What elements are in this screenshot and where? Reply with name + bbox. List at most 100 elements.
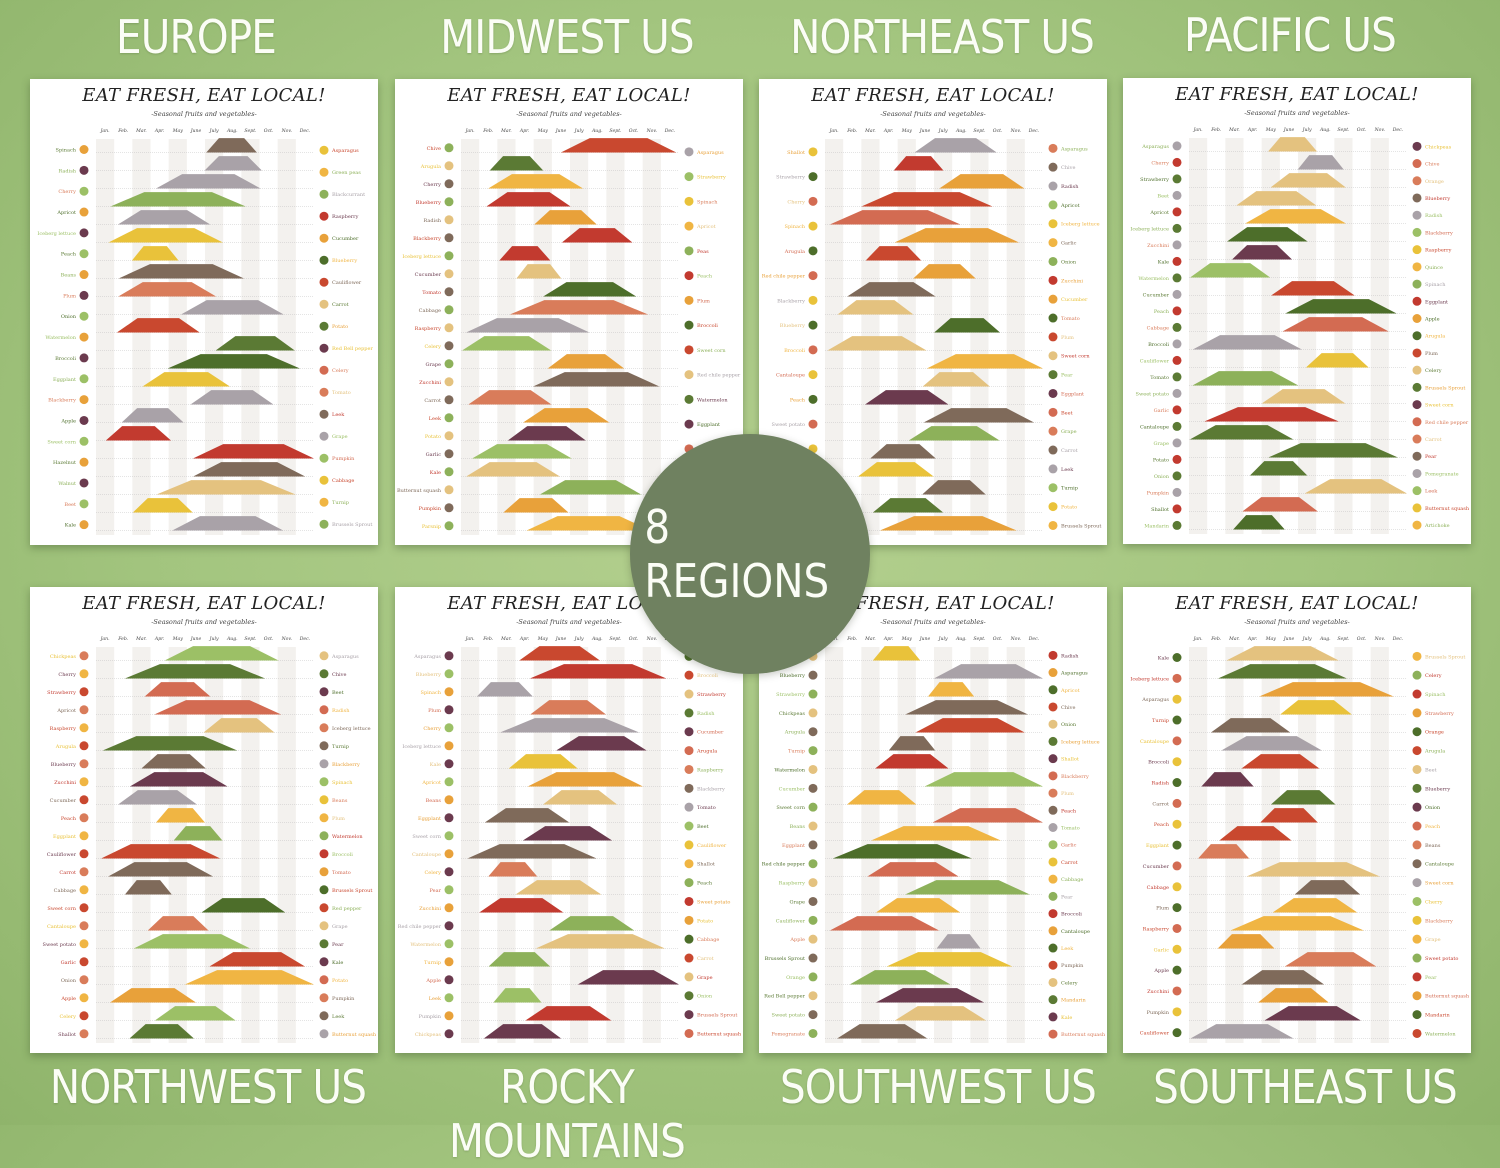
poster-title: EAT FRESH, EAT LOCAL! (811, 85, 1055, 106)
produce-icon (319, 321, 329, 331)
produce-label-right: Potato (1061, 505, 1077, 511)
produce-label-left: Blackberry (48, 398, 76, 404)
season-band (861, 192, 993, 207)
season-band (1304, 479, 1407, 494)
season-band (472, 444, 572, 459)
produce-icon (444, 143, 454, 153)
season-band (105, 426, 172, 441)
season-band (1190, 1024, 1294, 1039)
produce-label-right: Beet (1425, 767, 1437, 773)
produce-label-right: Celery (1425, 368, 1442, 374)
produce-label-right: Plum (697, 298, 710, 304)
produce-icon (1172, 520, 1182, 530)
season-band (204, 156, 262, 171)
produce-label-right: Butternut squash (1425, 994, 1470, 1000)
poster-subtitle: -Seasonal fruits and vegetables- (151, 110, 257, 118)
produce-icon (79, 207, 89, 217)
season-band (1305, 353, 1369, 368)
month-label: Apr. (154, 637, 165, 642)
season-band (118, 790, 197, 805)
produce-icon (1412, 991, 1422, 1001)
produce-label-left: Peach (61, 816, 77, 822)
month-label: Aug. (591, 637, 603, 642)
month-label: Jan. (829, 129, 839, 134)
produce-label-left: Kale (430, 470, 441, 476)
month-label: Aug. (955, 129, 967, 134)
produce-label-left: Strawberry (1140, 177, 1169, 183)
produce-icon (1048, 840, 1058, 850)
produce-label-left: Cantaloupe (412, 852, 441, 858)
produce-icon (1172, 256, 1182, 266)
season-band (1230, 916, 1364, 931)
produce-icon (684, 896, 694, 906)
produce-icon (79, 741, 89, 751)
season-band (875, 988, 985, 1003)
produce-icon (684, 727, 694, 737)
produce-label-left: Cauliflower (47, 852, 77, 858)
season-band (894, 228, 1020, 243)
season-band (1282, 317, 1389, 332)
produce-label-right: Broccoli (697, 323, 718, 329)
poster-subtitle: -Seasonal fruits and vegetables- (1244, 109, 1350, 117)
produce-icon (1172, 840, 1182, 850)
produce-icon (1048, 788, 1058, 798)
produce-icon (79, 228, 89, 238)
produce-icon (808, 1010, 818, 1020)
season-chart: Asparagus Blueberry Spinach Plum Cherry Icebe… (398, 646, 742, 1043)
season-band (577, 970, 679, 985)
produce-icon (1172, 141, 1182, 151)
produce-icon (684, 196, 694, 206)
produce-icon (1412, 821, 1422, 831)
produce-icon (79, 921, 89, 931)
produce-label-right: Beans (332, 798, 348, 804)
produce-label-left: Zucchini (54, 780, 76, 786)
month-label: Sept. (244, 129, 257, 134)
produce-label-right: Plum (1061, 791, 1074, 797)
produce-icon (1412, 878, 1422, 888)
produce-icon (1048, 162, 1058, 172)
season-band (847, 282, 936, 297)
season-band (486, 192, 571, 207)
season-band (121, 408, 184, 423)
produce-label-left: Apricot (56, 210, 76, 216)
produce-icon (1048, 351, 1058, 361)
month-label: Dec. (1392, 128, 1404, 133)
season-band (535, 934, 665, 949)
produce-icon (684, 972, 694, 982)
season-band (1294, 880, 1361, 895)
season-band (829, 916, 940, 931)
month-stripe (1298, 138, 1317, 534)
produce-label-left: Celery (424, 870, 441, 876)
produce-icon (319, 813, 329, 823)
produce-label-left: Cantaloupe (1140, 424, 1169, 430)
produce-icon (79, 723, 89, 733)
season-chart: Chive Arugula Cherry Blueberry Radish Blackbe… (397, 138, 741, 535)
produce-icon (444, 467, 454, 477)
month-label: Aug. (226, 637, 238, 642)
month-label: June (555, 129, 567, 134)
produce-icon (1048, 943, 1058, 953)
season-band (192, 444, 314, 459)
produce-label-left: Pumpkin (419, 1014, 442, 1020)
produce-icon (1048, 1012, 1058, 1022)
produce-icon (684, 320, 694, 330)
season-chart: Celery Blueberry Strawberry Chickpeas Arugul… (762, 646, 1106, 1043)
produce-icon (1048, 313, 1058, 323)
month-label: Sept. (609, 129, 622, 134)
month-header: Jan.Feb.Mar.Apr.MayJuneJulyAug.Sept.Oct.… (825, 637, 1043, 645)
produce-icon (808, 1028, 818, 1038)
produce-label-right: Radish (1061, 184, 1079, 190)
month-label: Nov. (646, 637, 657, 642)
season-band (939, 174, 1025, 189)
month-stripe (825, 139, 844, 535)
produce-label-left: Red chile pepper (398, 924, 442, 930)
produce-label-right: Brussels Sprout (332, 888, 372, 894)
produce-icon (808, 670, 818, 680)
produce-icon (1412, 382, 1422, 392)
produce-label-left: Cucumber (779, 786, 806, 792)
produce-label-left: Celery (424, 344, 441, 350)
month-label: Feb. (847, 637, 858, 642)
season-band (167, 354, 300, 369)
produce-label-right: Asparagus (1060, 671, 1088, 677)
